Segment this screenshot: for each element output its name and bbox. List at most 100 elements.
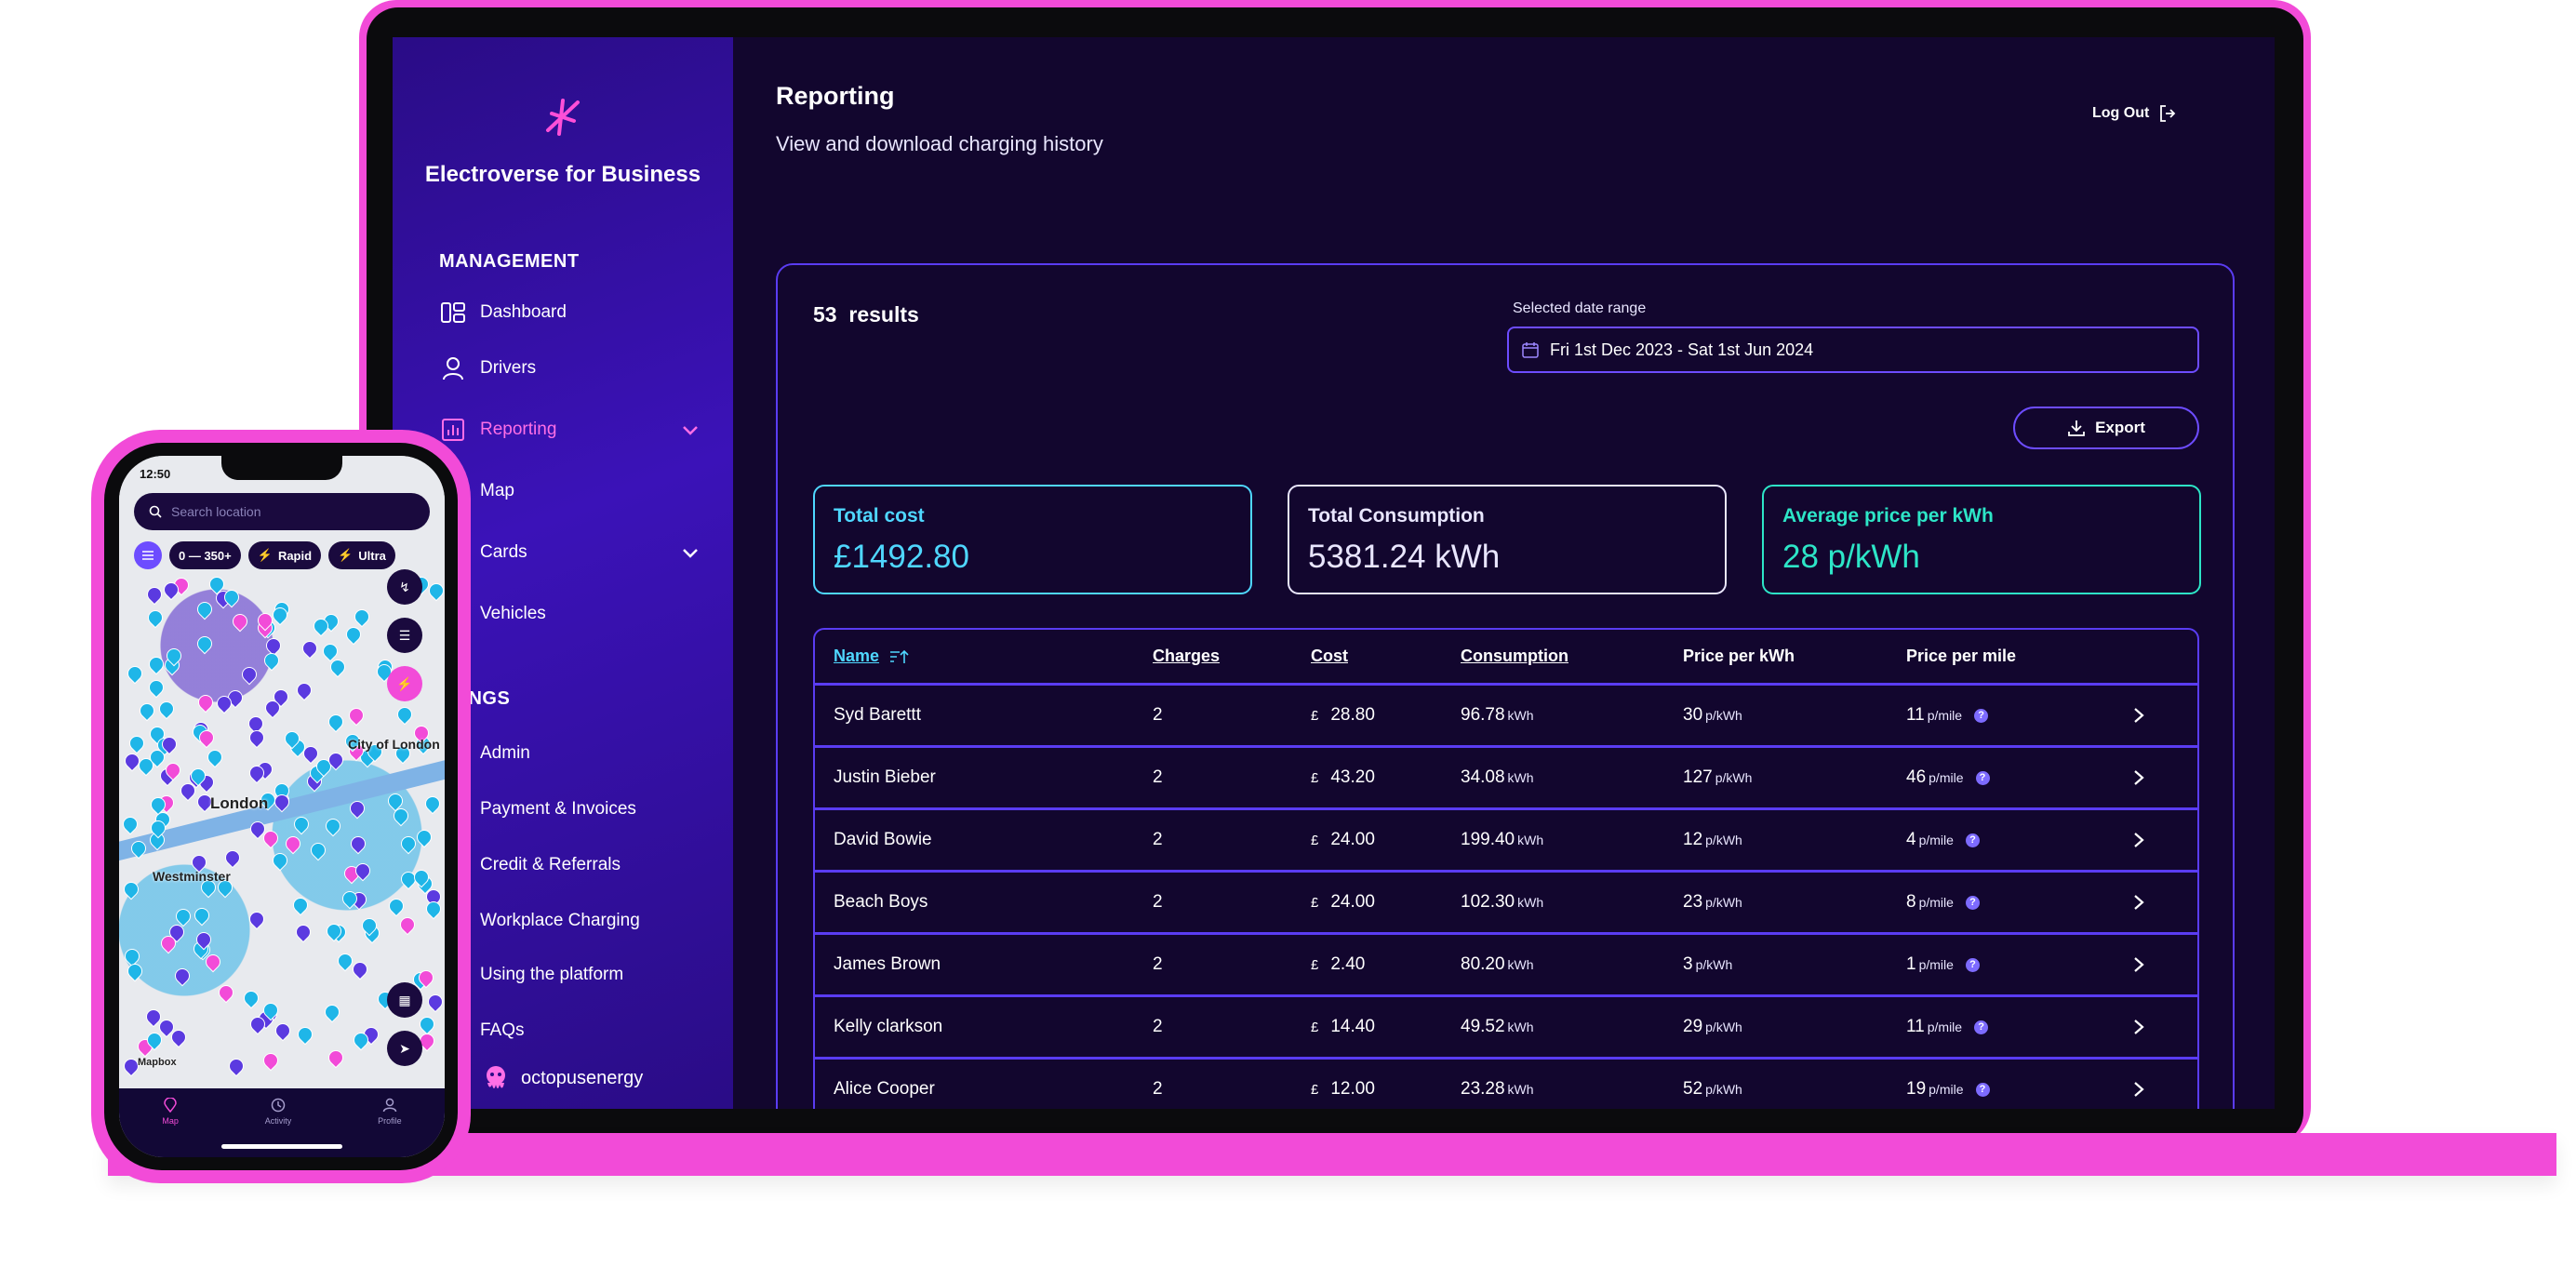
table-row[interactable]: Beach Boys 2 £24.00 102.30 kWh 23 p/kWh 8 p/mile… xyxy=(815,873,2197,935)
charger-pin[interactable] xyxy=(351,606,373,628)
charger-pin[interactable] xyxy=(421,793,444,815)
table-row[interactable]: Justin Bieber 2 £43.20 34.08 kWh 127 p/kWh 46 p/… xyxy=(815,748,2197,810)
sidebar-item-payment[interactable]: Payment & Invoices xyxy=(439,793,700,826)
charger-pin[interactable] xyxy=(144,607,167,629)
charger-pin[interactable] xyxy=(225,1055,247,1077)
row-detail-button[interactable] xyxy=(2132,1060,2145,1109)
filter-rapid[interactable]: ⚡ Rapid xyxy=(247,541,322,569)
charger-pin[interactable] xyxy=(120,878,142,900)
charger-pin[interactable] xyxy=(272,1020,294,1042)
charger-pin[interactable] xyxy=(413,826,435,848)
table-row[interactable]: James Brown 2 £2.40 80.20 kWh 3 p/kWh 1 p/mile? xyxy=(815,935,2197,997)
charger-pin[interactable] xyxy=(294,1023,316,1046)
charger-pin[interactable] xyxy=(194,598,216,620)
sidebar-item-faqs[interactable]: FAQs xyxy=(439,1014,700,1047)
chevron-down-icon[interactable] xyxy=(681,420,700,439)
row-detail-button[interactable] xyxy=(2132,997,2145,1057)
charger-pin[interactable] xyxy=(191,904,213,927)
info-icon[interactable]: ? xyxy=(1965,957,1980,972)
charger-pin[interactable] xyxy=(126,732,148,754)
info-icon[interactable]: ? xyxy=(1974,1020,1989,1034)
charger-pin[interactable] xyxy=(229,610,251,633)
filter-settings-button[interactable] xyxy=(134,541,162,569)
row-detail-button[interactable] xyxy=(2132,935,2145,994)
charger-pin[interactable] xyxy=(289,894,312,916)
tab-profile[interactable]: Profile xyxy=(378,1098,402,1157)
charger-pin[interactable] xyxy=(143,583,166,606)
charger-pin[interactable] xyxy=(246,908,268,930)
info-icon[interactable]: ? xyxy=(1974,708,1989,723)
table-row[interactable]: Syd Barettt 2 £28.80 96.78 kWh 30 p/kWh 11 p/mil… xyxy=(815,686,2197,748)
sidebar-item-workplace[interactable]: Workplace Charging xyxy=(439,904,700,938)
charger-pin[interactable] xyxy=(246,727,268,749)
tab-activity[interactable]: Activity xyxy=(265,1098,291,1157)
export-button[interactable]: Export xyxy=(2013,407,2199,449)
charger-pin[interactable] xyxy=(299,637,321,660)
charger-pin[interactable] xyxy=(325,1047,347,1069)
charger-pin[interactable] xyxy=(145,676,167,699)
charger-pin[interactable] xyxy=(221,847,244,869)
sidebar-item-admin[interactable]: Admin xyxy=(439,737,700,770)
info-icon[interactable]: ? xyxy=(1975,770,1990,785)
charger-pin[interactable] xyxy=(145,653,167,675)
charger-pin[interactable] xyxy=(307,839,329,861)
charger-pin[interactable] xyxy=(194,633,216,655)
charger-pin[interactable] xyxy=(394,703,416,726)
charger-pin[interactable] xyxy=(194,691,217,713)
charger-pin[interactable] xyxy=(269,849,291,872)
row-detail-button[interactable] xyxy=(2132,810,2145,870)
charger-pin[interactable] xyxy=(260,649,283,672)
column-header-name[interactable]: Name xyxy=(834,630,910,683)
charger-pin[interactable] xyxy=(215,981,237,1004)
filter-ultra[interactable]: ⚡ Ultra xyxy=(328,541,395,569)
sidebar-item-credit[interactable]: Credit & Referrals xyxy=(439,848,700,882)
sidebar-item-dashboard[interactable]: Dashboard xyxy=(439,296,700,329)
row-detail-button[interactable] xyxy=(2132,748,2145,807)
charger-pin[interactable] xyxy=(260,1049,282,1072)
row-detail-button[interactable] xyxy=(2132,686,2145,745)
sidebar-item-map[interactable]: Map xyxy=(439,474,700,508)
list-view-button[interactable]: ☰ xyxy=(387,618,422,653)
sidebar-item-drivers[interactable]: Drivers xyxy=(439,352,700,385)
charger-pin[interactable] xyxy=(396,913,419,936)
charger-pin[interactable] xyxy=(238,663,260,686)
sidebar-item-using-platform[interactable]: Using the platform xyxy=(439,958,700,992)
charger-pin[interactable] xyxy=(345,704,367,727)
route-button[interactable]: ↯ xyxy=(387,569,422,605)
sort-icon[interactable] xyxy=(889,648,910,665)
chevron-down-icon[interactable] xyxy=(681,543,700,562)
charger-pin[interactable] xyxy=(119,813,141,835)
charger-pin[interactable] xyxy=(124,960,146,982)
info-icon[interactable]: ? xyxy=(1965,833,1980,847)
charger-pin[interactable] xyxy=(416,1013,438,1035)
charger-pin[interactable] xyxy=(325,711,347,733)
charger-pin[interactable] xyxy=(422,898,445,920)
charge-button[interactable]: ⚡ xyxy=(387,666,422,701)
sidebar-item-vehicles[interactable]: Vehicles xyxy=(439,597,700,631)
charger-pin[interactable] xyxy=(321,1001,343,1023)
sidebar-item-reporting[interactable]: Reporting xyxy=(439,413,700,447)
locate-button[interactable]: ➤ xyxy=(387,1031,422,1066)
sidebar-item-cards[interactable]: Cards xyxy=(439,536,700,569)
search-input[interactable]: Search location xyxy=(134,493,430,530)
filter-power-range[interactable]: 0 — 350+ xyxy=(169,541,241,569)
column-header-charges[interactable]: Charges xyxy=(1153,647,1221,665)
table-row[interactable]: David Bowie 2 £24.00 199.40 kWh 12 p/kWh 4 p/mil… xyxy=(815,810,2197,873)
charger-pin[interactable] xyxy=(293,679,315,701)
charger-pin[interactable] xyxy=(136,700,158,722)
charger-pin[interactable] xyxy=(292,921,314,943)
table-row[interactable]: Kelly clarkson 2 £14.40 49.52 kWh 29 p/kWh 11 p/… xyxy=(815,997,2197,1060)
charger-pin[interactable] xyxy=(347,833,369,855)
charger-pin[interactable] xyxy=(155,698,178,720)
charger-pin[interactable] xyxy=(424,991,445,1013)
charger-pin[interactable] xyxy=(240,987,262,1009)
column-header-cost[interactable]: Cost xyxy=(1311,647,1348,665)
charger-pin[interactable] xyxy=(385,895,407,917)
table-row[interactable]: Alice Cooper 2 £12.00 23.28 kWh 52 p/kWh 19 p/mi… xyxy=(815,1060,2197,1109)
charger-pin[interactable] xyxy=(322,815,344,837)
date-range-field[interactable]: Fri 1st Dec 2023 - Sat 1st Jun 2024 xyxy=(1507,327,2199,373)
logout-button[interactable]: Log Out xyxy=(2092,104,2177,123)
tab-map[interactable]: Map xyxy=(162,1098,179,1157)
map-layers-button[interactable]: ▦ xyxy=(387,982,422,1018)
column-header-consumption[interactable]: Consumption xyxy=(1461,647,1568,665)
